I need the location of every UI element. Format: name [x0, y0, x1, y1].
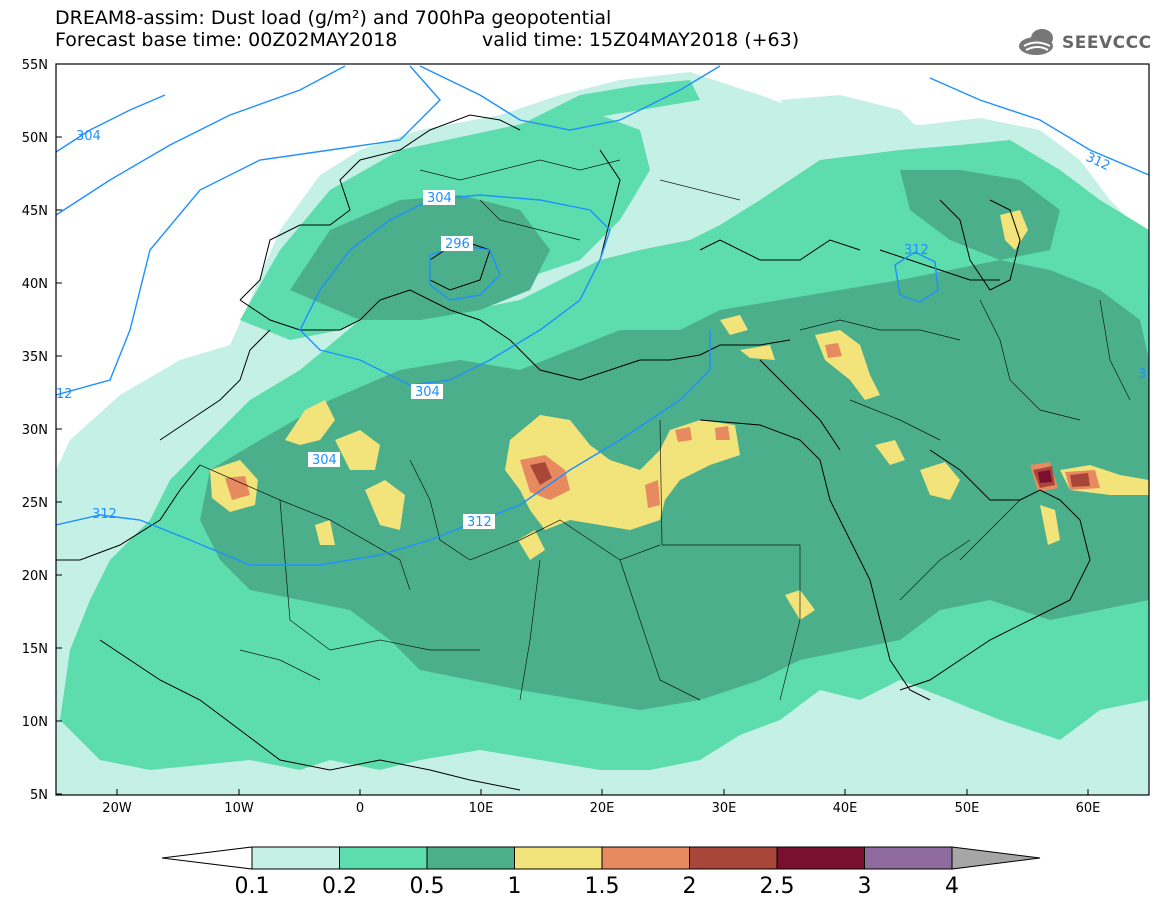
contour-label-296: 296 — [441, 236, 473, 252]
lon-label: 40E — [833, 801, 858, 816]
lon-label: 60E — [1076, 801, 1101, 816]
map-title: DREAM8-assim: Dust load (g/m²) and 700hP… — [55, 7, 612, 29]
contour-labels: 304 304 296 312 304 304 312 312 12 312 3 — [56, 129, 1146, 530]
contour-label-12-left: 12 — [56, 387, 73, 402]
lat-label: 5N — [30, 788, 48, 803]
contour-label-304-med: 304 — [411, 384, 443, 400]
colorbar-label: 2.5 — [760, 874, 795, 899]
svg-text:304: 304 — [415, 385, 440, 400]
colorbar-label: 3 — [858, 874, 872, 899]
lat-label: 10N — [22, 715, 48, 730]
valid-time: valid time: 15Z04MAY2018 (+63) — [482, 29, 800, 51]
colorbar-box — [689, 846, 778, 870]
lat-label: 40N — [22, 277, 48, 292]
colorbar-box — [426, 846, 515, 870]
country-borders — [199, 159, 1131, 701]
colorbar-box — [864, 846, 953, 870]
colorbar-box — [776, 846, 865, 870]
lon-label: 30E — [712, 801, 737, 816]
colorbar-label: 0.1 — [235, 874, 270, 899]
latitude-axis: 55N 50N 45N 40N 35N 30N 25N 20N 15N 10N … — [22, 58, 62, 803]
lon-label: 50E — [955, 801, 980, 816]
svg-text:304: 304 — [76, 129, 101, 144]
lat-label: 15N — [22, 642, 48, 657]
lat-label: 20N — [22, 569, 48, 584]
lat-label: 45N — [22, 204, 48, 219]
colorbar-label: 4 — [945, 874, 959, 899]
colorbar-left-arrow — [161, 846, 253, 870]
lat-label: 25N — [22, 496, 48, 511]
colorbar-label: 0.5 — [410, 874, 445, 899]
svg-text:296: 296 — [445, 237, 470, 252]
colorbar-box — [251, 846, 340, 870]
svg-text:3: 3 — [1138, 367, 1146, 382]
svg-text:312: 312 — [467, 515, 492, 530]
lon-label: 0 — [356, 801, 364, 816]
colorbar-box — [339, 846, 428, 870]
svg-text:312: 312 — [92, 507, 117, 522]
coastlines — [56, 114, 1091, 791]
svg-text:304: 304 — [427, 191, 452, 206]
longitude-axis: 20W 10W 0 10E 20E 30E 40E 50E 60E — [102, 789, 1100, 816]
colorbar: 0.1 0.2 0.5 1 1.5 2 2.5 3 4 — [161, 846, 1041, 899]
contour-label-304-sahara: 304 — [308, 452, 340, 468]
colorbar-labels: 0.1 0.2 0.5 1 1.5 2 2.5 3 4 — [235, 874, 960, 899]
lat-label: 30N — [22, 423, 48, 438]
svg-text:304: 304 — [312, 453, 337, 468]
lat-label: 55N — [22, 58, 48, 73]
dust-band-2.5 — [1038, 470, 1052, 483]
logo-text: SEEVCCC — [1062, 33, 1152, 53]
contour-label-304-spain: 304 — [423, 190, 455, 206]
colorbar-label: 1 — [508, 874, 522, 899]
lat-label: 35N — [22, 350, 48, 365]
colorbar-boxes — [251, 846, 953, 870]
forecast-base-time: Forecast base time: 00Z02MAY2018 — [55, 29, 398, 51]
svg-text:12: 12 — [56, 387, 73, 402]
contour-label-304-nw: 304 — [76, 129, 101, 144]
lon-label: 10W — [224, 801, 254, 816]
lon-label: 20E — [590, 801, 615, 816]
colorbar-label: 0.2 — [322, 874, 357, 899]
contour-label-3-right: 3 — [1138, 367, 1146, 382]
contour-label-312-caucasus: 312 — [904, 243, 929, 258]
seevccc-logo — [1019, 29, 1053, 55]
svg-text:312: 312 — [904, 243, 929, 258]
lon-label: 20W — [102, 801, 132, 816]
colorbar-right-arrow — [951, 846, 1041, 870]
colorbar-box — [514, 846, 603, 870]
colorbar-label: 1.5 — [585, 874, 620, 899]
contour-label-312-center: 312 — [463, 514, 495, 530]
lat-label: 50N — [22, 131, 48, 146]
colorbar-box — [601, 846, 690, 870]
cloud-icon — [1019, 29, 1053, 55]
colorbar-label: 2 — [683, 874, 697, 899]
lon-label: 10E — [469, 801, 494, 816]
contour-label-312-sw: 312 — [92, 507, 117, 522]
